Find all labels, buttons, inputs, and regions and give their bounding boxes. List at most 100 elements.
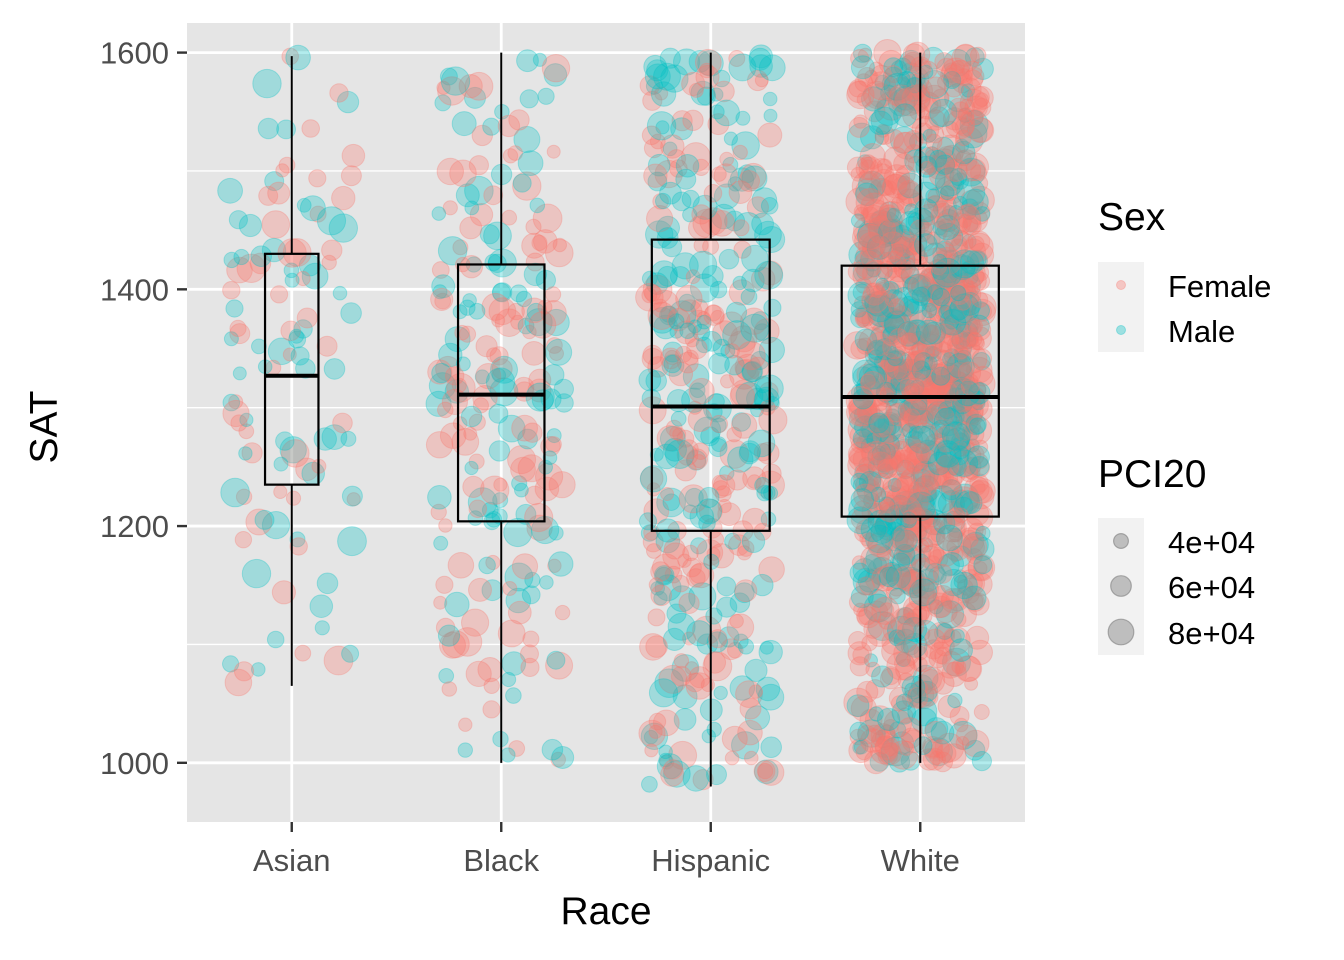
data-point-female	[932, 377, 951, 395]
y-tick-label: 1600	[100, 36, 169, 71]
data-point-female	[903, 392, 932, 422]
data-point-male	[939, 185, 955, 201]
data-point-male	[250, 662, 266, 677]
data-point-female	[867, 531, 894, 558]
data-point-male	[926, 400, 951, 426]
data-point-male	[926, 346, 942, 363]
data-point-female	[881, 637, 909, 666]
data-point-female	[907, 680, 937, 710]
data-point-male	[727, 176, 743, 192]
data-point-male	[852, 283, 871, 302]
data-point-male	[731, 731, 760, 760]
data-point-male	[711, 436, 727, 453]
data-point-female	[847, 641, 872, 666]
data-point-male	[971, 301, 990, 321]
data-point-female	[889, 455, 904, 470]
data-point-male	[965, 413, 987, 436]
data-point-female	[878, 49, 904, 76]
data-point-male	[746, 387, 769, 410]
data-point-female	[656, 425, 683, 452]
data-point-male	[877, 707, 901, 732]
data-point-female	[932, 280, 953, 301]
data-point-female	[471, 124, 493, 147]
data-point-male	[662, 141, 678, 157]
legend-pci20-keys	[1107, 532, 1135, 646]
data-point-male	[904, 276, 920, 292]
data-point-female	[468, 453, 485, 470]
data-point-female	[642, 90, 663, 111]
data-point-female	[954, 43, 978, 67]
data-point-female	[953, 204, 981, 233]
data-point-male	[942, 647, 971, 677]
data-point-male	[957, 107, 973, 123]
data-point-female	[853, 216, 882, 246]
data-point-female	[880, 353, 900, 372]
data-point-male	[957, 291, 982, 316]
data-point-male	[970, 536, 995, 562]
data-point-male	[535, 269, 556, 291]
data-point-male	[972, 352, 991, 371]
data-point-female	[923, 487, 938, 502]
data-point-female	[870, 425, 896, 451]
data-point-female	[847, 415, 877, 445]
data-point-male	[971, 57, 994, 81]
data-point-female	[433, 595, 448, 610]
data-point-female	[851, 555, 867, 570]
data-point-female	[877, 228, 897, 248]
data-point-male	[911, 286, 931, 306]
data-point-female	[898, 570, 924, 597]
data-point-female	[948, 97, 969, 118]
data-point-female	[965, 158, 986, 180]
data-point-male	[940, 363, 961, 384]
data-point-male	[749, 54, 773, 78]
data-point-male	[540, 388, 562, 410]
data-point-male	[264, 171, 285, 192]
data-point-female	[483, 185, 504, 206]
data-point-male	[546, 650, 566, 670]
data-point-female	[911, 422, 939, 450]
data-point-female	[850, 437, 867, 453]
data-point-female	[953, 433, 971, 450]
data-point-female	[954, 126, 984, 155]
data-point-female	[963, 573, 983, 594]
data-point-female	[522, 422, 543, 443]
data-point-female	[917, 203, 940, 226]
data-point-male	[916, 680, 939, 702]
data-point-male	[876, 344, 893, 361]
data-point-male	[960, 198, 980, 217]
data-point-male	[928, 566, 947, 586]
data-point-male	[874, 338, 897, 361]
data-point-female	[346, 492, 361, 507]
data-point-female	[970, 174, 989, 193]
data-point-female	[947, 212, 971, 237]
data-point-female	[955, 150, 972, 167]
data-point-female	[682, 631, 697, 646]
data-point-male	[893, 85, 919, 111]
data-point-male	[849, 562, 871, 584]
data-point-female	[868, 217, 897, 246]
data-point-female	[756, 441, 780, 465]
data-point-female	[969, 117, 995, 143]
data-point-female	[690, 298, 709, 318]
data-point-female	[930, 528, 945, 543]
data-point-male	[698, 486, 720, 509]
data-point-female	[501, 209, 518, 226]
data-point-female	[938, 217, 953, 233]
data-point-female	[545, 436, 562, 453]
data-point-female	[939, 422, 958, 442]
data-point-male	[437, 624, 461, 647]
data-point-male	[513, 126, 541, 153]
data-point-male	[685, 450, 707, 471]
data-point-female	[907, 273, 937, 303]
data-point-male	[655, 120, 670, 135]
data-point-male	[884, 314, 905, 335]
data-point-female	[675, 284, 703, 313]
data-point-female	[911, 604, 933, 626]
data-point-male	[681, 189, 700, 208]
data-point-female	[434, 292, 452, 310]
data-point-female	[726, 426, 743, 443]
data-point-female	[855, 156, 880, 181]
data-point-female	[961, 729, 990, 758]
data-point-female	[669, 426, 684, 441]
data-point-male	[878, 289, 909, 319]
